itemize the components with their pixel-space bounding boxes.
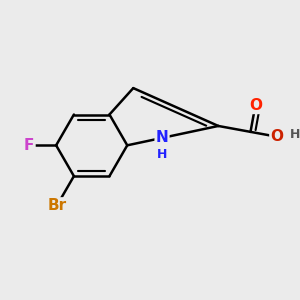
Text: O: O xyxy=(249,98,262,113)
Text: H: H xyxy=(290,128,300,141)
Text: F: F xyxy=(24,138,34,153)
Text: N: N xyxy=(156,130,168,146)
Text: Br: Br xyxy=(47,198,66,213)
Text: H: H xyxy=(157,148,167,161)
Text: O: O xyxy=(270,129,284,144)
